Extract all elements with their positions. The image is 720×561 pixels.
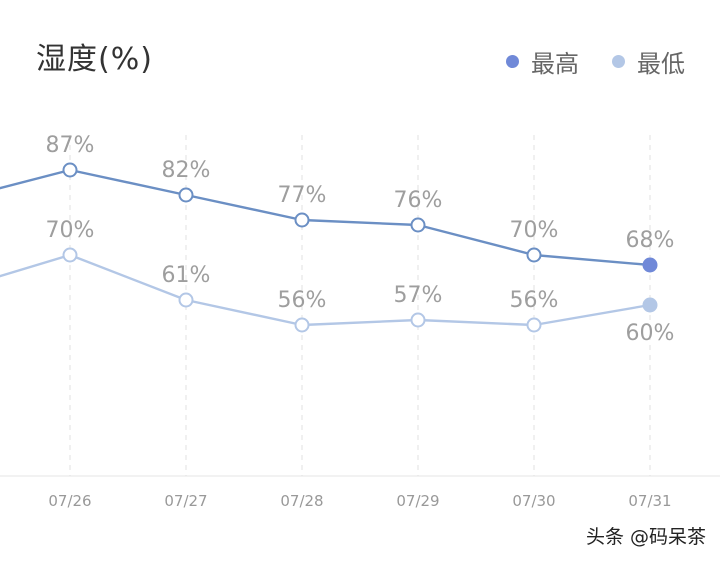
data-point-low — [294, 317, 310, 333]
x-tick-label: 07/31 — [628, 492, 671, 510]
data-point-low — [62, 247, 78, 263]
data-label-low: 61% — [162, 263, 211, 288]
data-point-high — [642, 257, 658, 273]
data-point-low — [178, 292, 194, 308]
watermark-text: 头条 @码呆茶 — [585, 526, 706, 548]
data-point-high — [410, 217, 426, 233]
data-label-high: 68% — [626, 228, 675, 253]
x-tick-label: 07/27 — [164, 492, 207, 510]
data-point-high — [526, 247, 542, 263]
legend-low-label: 最低 — [637, 50, 685, 78]
data-label-high: 70% — [510, 218, 559, 243]
x-tick-label: 07/26 — [48, 492, 91, 510]
legend-item-low[interactable]: 最低 — [612, 44, 685, 79]
x-tick-label: 07/28 — [280, 492, 323, 510]
data-point-high — [62, 162, 78, 178]
legend-low-marker — [612, 55, 625, 68]
data-label-low: 70% — [46, 218, 95, 243]
data-label-low: 56% — [278, 288, 327, 313]
legend-high-marker — [506, 55, 519, 68]
data-point-low — [526, 317, 542, 333]
data-label-high: 77% — [278, 183, 327, 208]
legend-high-label: 最高 — [531, 50, 579, 78]
data-label-high: 82% — [162, 158, 211, 183]
chart-title: 湿度(%) — [36, 42, 153, 77]
x-tick-label: 07/29 — [396, 492, 439, 510]
data-label-low: 56% — [510, 288, 559, 313]
data-label-low: 60% — [626, 321, 675, 346]
x-tick-label: 07/30 — [512, 492, 555, 510]
data-label-low: 57% — [394, 283, 443, 308]
data-point-high — [178, 187, 194, 203]
data-point-low — [410, 312, 426, 328]
legend-item-high[interactable]: 最高 — [506, 44, 579, 79]
data-point-low — [642, 297, 658, 313]
data-label-high: 76% — [394, 188, 443, 213]
data-point-high — [294, 212, 310, 228]
data-label-high: 87% — [46, 133, 95, 158]
